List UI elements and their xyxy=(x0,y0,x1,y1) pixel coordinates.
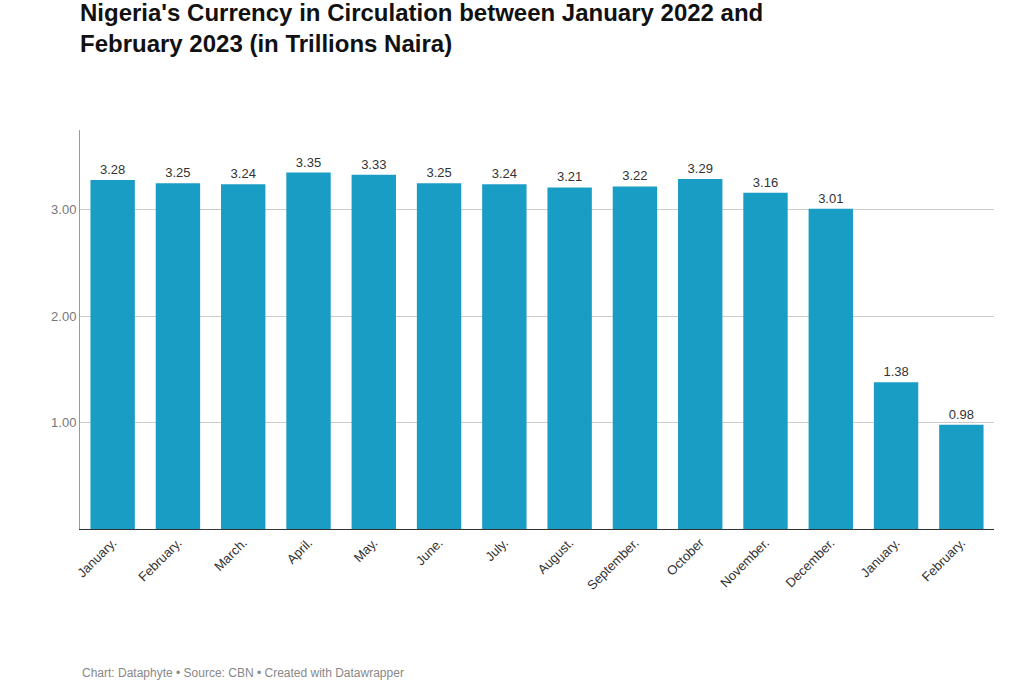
svg-text:November.: November. xyxy=(717,535,772,590)
svg-text:3.21: 3.21 xyxy=(557,169,582,184)
svg-text:May.: May. xyxy=(351,535,381,565)
svg-text:3.28: 3.28 xyxy=(100,162,125,177)
svg-text:1.38: 1.38 xyxy=(883,364,908,379)
svg-text:January.: January. xyxy=(74,535,119,580)
svg-text:August.: August. xyxy=(535,535,577,577)
svg-text:3.29: 3.29 xyxy=(688,161,713,176)
svg-text:3.00: 3.00 xyxy=(51,202,76,217)
svg-text:2.00: 2.00 xyxy=(51,309,76,324)
svg-text:March.: March. xyxy=(211,535,250,574)
svg-text:October: October xyxy=(664,535,708,579)
svg-text:June.: June. xyxy=(413,535,446,568)
svg-text:3.24: 3.24 xyxy=(492,166,517,181)
svg-text:3.33: 3.33 xyxy=(361,157,386,172)
svg-text:April.: April. xyxy=(284,535,316,567)
svg-text:3.24: 3.24 xyxy=(231,166,256,181)
svg-text:3.35: 3.35 xyxy=(296,155,321,170)
svg-text:February.: February. xyxy=(135,535,184,584)
svg-text:February.: February. xyxy=(919,535,968,584)
svg-text:3.16: 3.16 xyxy=(753,175,778,190)
svg-text:July.: July. xyxy=(482,535,511,564)
svg-text:1.00: 1.00 xyxy=(51,415,76,430)
svg-text:3.25: 3.25 xyxy=(165,165,190,180)
svg-text:December.: December. xyxy=(782,535,837,590)
svg-text:Chart: Dataphyte • Source: CBN: Chart: Dataphyte • Source: CBN • Created… xyxy=(82,666,404,680)
svg-text:January.: January. xyxy=(858,535,903,580)
svg-text:Nigeria's Currency in Circulat: Nigeria's Currency in Circulation betwee… xyxy=(80,0,763,57)
svg-text:3.01: 3.01 xyxy=(818,191,843,206)
svg-text:September.: September. xyxy=(584,535,642,593)
svg-text:0.98: 0.98 xyxy=(949,407,974,422)
svg-text:3.25: 3.25 xyxy=(426,165,451,180)
svg-text:3.22: 3.22 xyxy=(622,168,647,183)
